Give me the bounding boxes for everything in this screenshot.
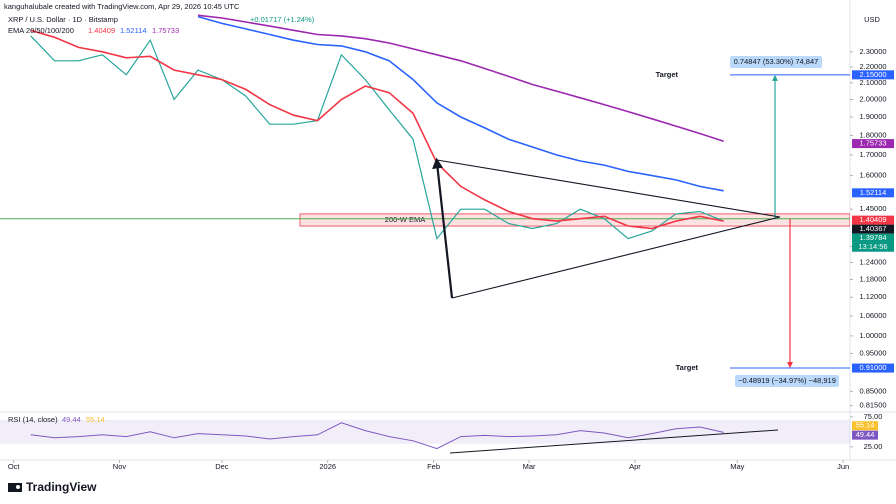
ema-legend: EMA 20/50/100/200 [8,26,74,35]
currency: USD [864,15,880,24]
price-label-box [852,215,894,225]
countdown-box [852,242,894,252]
price-label-box [852,224,894,234]
y-tick-label: 0.95000 [859,348,886,357]
x-tick-label: Dec [215,462,229,471]
y-tick-label: 2.20000 [859,62,886,71]
price-label: 1.39784 [859,233,886,242]
price-label-box [852,233,894,243]
y-tick-label: 1.06000 [859,311,886,320]
y-tick-label: 1.12000 [859,292,886,301]
y-tick-label: 1.24000 [859,258,886,267]
x-tick-label: Jun [837,462,849,471]
rsi-tick-label: 75.00 [864,412,883,421]
rsi-tick-label: 25.00 [864,442,883,451]
series-line [30,29,724,230]
price-label-box [852,70,894,80]
x-tick-label: Nov [113,462,127,471]
y-tick-label: 1.00000 [859,331,886,340]
y-tick-label: 1.80000 [859,130,886,139]
rsi-band [0,419,850,444]
rsi-legend-value: 49.44 [62,415,81,424]
y-tick-label: 2.10000 [859,78,886,87]
countdown: 13:14:56 [858,242,887,251]
change: +0.01717 (+1.24%) [250,15,315,24]
price-label: 1.75733 [859,139,886,148]
price-label-box [852,363,894,373]
credit: kanguhalubale created with TradingView.c… [4,2,240,11]
y-tick-label: 0.81500 [859,401,886,410]
x-tick-label: Mar [523,462,536,471]
y-tick-label: 2.30000 [859,47,886,56]
price-label-box [852,188,894,198]
trend-arrow [432,157,454,299]
x-tick-label: Feb [427,462,440,471]
x-tick-label: Oct [8,462,21,471]
ema-value: 1.52114 [120,26,147,35]
rsi-reading-box [852,430,878,440]
rsi-reading-box [852,421,878,431]
price-label: 1.52114 [860,188,887,197]
logo [8,483,22,492]
rsi-legend-value: 55.14 [86,415,105,424]
y-tick-label: 2.00000 [859,94,886,103]
rsi-trendline [449,429,779,454]
price-label: 1.40409 [859,215,886,224]
price-label: 1.40367 [859,224,886,233]
rsi-reading: 55.14 [856,421,875,430]
y-tick-label: 1.90000 [859,112,886,121]
range-box [730,56,822,68]
x-tick-label: May [730,462,744,471]
price-label-box [852,139,894,149]
target-label: Target [676,363,699,372]
rsi-reading: 49.44 [856,430,875,439]
ema-value: 1.75733 [152,26,179,35]
range-box [735,375,839,387]
y-tick-label: 0.85000 [859,386,886,395]
brand: TradingView [26,480,97,494]
y-tick-label: 1.45000 [859,204,886,213]
price-label: 2.15000 [859,70,886,79]
triangle-pattern [436,159,781,299]
x-tick-label: 2026 [319,462,336,471]
series-line [197,14,724,142]
range-label: 0.74847 (53.30%) 74,847 [734,57,819,66]
y-tick-label: 1.70000 [859,150,886,159]
symbol: XRP / U.S. Dollar · 1D · Bitstamp [8,15,118,24]
y-tick-label: 1.60000 [859,171,886,180]
price-label: 0.91000 [859,363,886,372]
rsi-label: RSI (14, close) [8,415,58,424]
target-label: Target [656,70,679,79]
x-tick-label: Apr [629,462,641,471]
series-line [197,15,724,192]
ema-value: 1.40409 [88,26,115,35]
series-line [30,35,724,240]
y-tick-label: 1.18000 [859,274,886,283]
series-line [30,422,724,450]
zone-label: 200-W EMA [385,215,425,224]
range-label: −0.48919 (−34.97%) −48,919 [738,376,836,385]
